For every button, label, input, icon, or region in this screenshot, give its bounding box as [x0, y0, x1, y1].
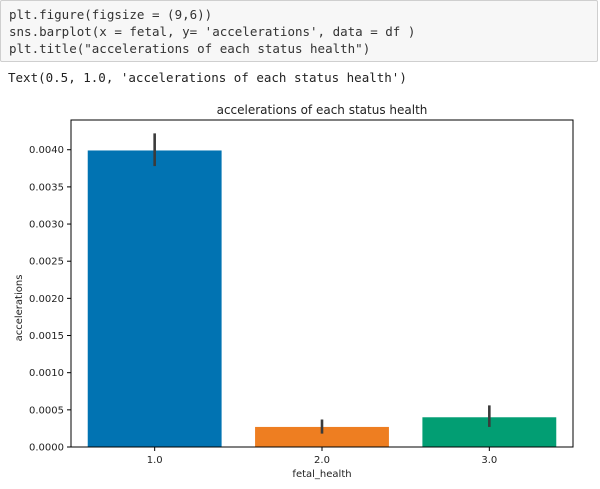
bar-2.0	[255, 426, 389, 447]
y-tick-label: 0.0030	[29, 220, 64, 231]
bar-chart: accelerations of each status health 0.00…	[14, 103, 574, 480]
y-tick-label: 0.0015	[29, 331, 64, 342]
bar-1.0	[87, 150, 222, 447]
cell-output-text: Text(0.5, 1.0, 'accelerations of each st…	[8, 70, 407, 85]
y-tick-label: 0.0040	[29, 145, 64, 156]
y-tick-label: 0.0000	[29, 443, 64, 454]
y-tick-label: 0.0025	[29, 257, 64, 268]
code-line-1: plt.figure(figsize = (9,6))	[9, 7, 213, 22]
code-cell[interactable]: plt.figure(figsize = (9,6)) sns.barplot(…	[0, 0, 598, 62]
plot-area: 0.0000 0.0005 0.0010 0.0015 0.0020 0.0025 0.00…	[29, 119, 574, 466]
y-tick-label: 0.0005	[29, 405, 64, 416]
x-tick-label: 3.0	[481, 455, 497, 466]
code-line-2: sns.barplot(x = fetal, y= 'accelerations…	[9, 24, 416, 39]
chart-title: accelerations of each status health	[217, 103, 428, 117]
x-tick-label: 1.0	[147, 455, 163, 466]
y-tick-label: 0.0020	[29, 294, 64, 305]
y-axis-label: accelerations	[14, 275, 25, 342]
x-axis-label: fetal_health	[292, 469, 351, 480]
x-tick-label: 2.0	[314, 455, 330, 466]
code-line-3: plt.title("accelerations of each status …	[9, 41, 371, 56]
y-tick-label: 0.0010	[29, 368, 64, 379]
y-tick-label: 0.0035	[29, 182, 64, 193]
